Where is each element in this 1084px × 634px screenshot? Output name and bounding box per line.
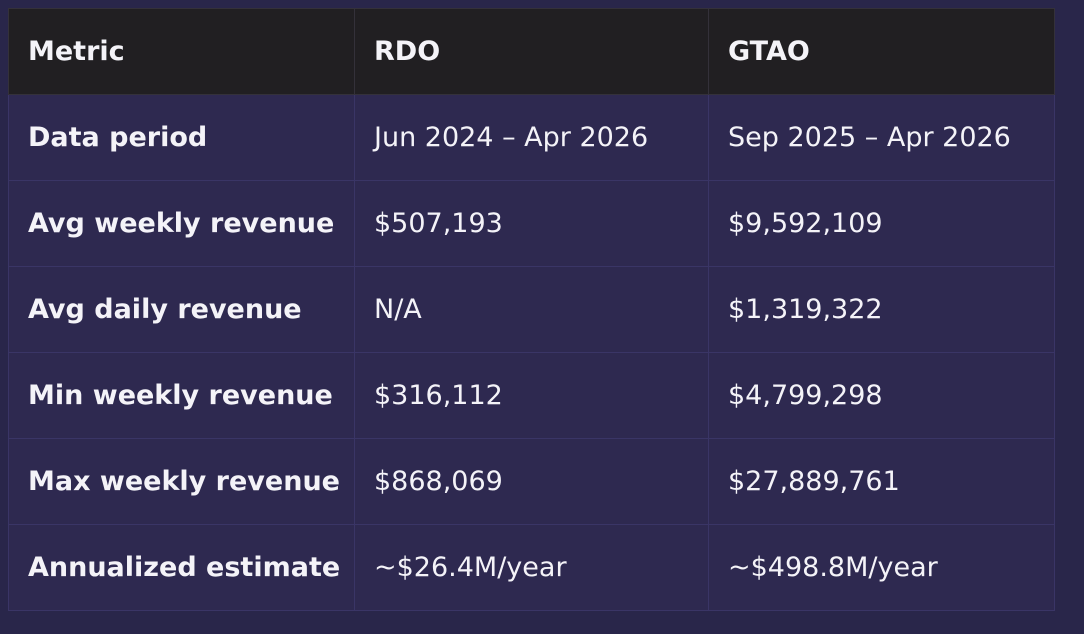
table-cell: N/A (354, 266, 709, 353)
table-cell: $4,799,298 (708, 352, 1055, 439)
header-cell: Metric (8, 8, 355, 95)
row-label: Max weekly revenue (8, 438, 355, 525)
header-row: Metric RDO GTAO (8, 8, 1055, 95)
header-cell: GTAO (708, 8, 1055, 95)
table-cell: $868,069 (354, 438, 709, 525)
comparison-table: Metric RDO GTAO Data period Jun 2024 – Apr … (8, 8, 1055, 611)
table-cell: Jun 2024 – Apr 2026 (354, 94, 709, 181)
table-header: Metric RDO GTAO (8, 8, 1055, 95)
table-row: Min weekly revenue $316,112 $4,799,298 (8, 352, 1055, 439)
row-label: Annualized estimate (8, 524, 355, 611)
table-cell: $507,193 (354, 180, 709, 267)
table-row: Annualized estimate ~$26.4M/year ~$498.8M/… (8, 524, 1055, 611)
row-label: Data period (8, 94, 355, 181)
table-body: Data period Jun 2024 – Apr 2026 Sep 2025 –… (8, 94, 1055, 611)
table-cell: $316,112 (354, 352, 709, 439)
table-row: Avg daily revenue N/A $1,319,322 (8, 266, 1055, 353)
row-label: Min weekly revenue (8, 352, 355, 439)
header-cell: RDO (354, 8, 709, 95)
table-row: Max weekly revenue $868,069 $27,889,761 (8, 438, 1055, 525)
table-cell: $9,592,109 (708, 180, 1055, 267)
table-cell: Sep 2025 – Apr 2026 (708, 94, 1055, 181)
table-container: Metric RDO GTAO Data period Jun 2024 – Apr … (8, 8, 1055, 611)
table-row: Avg weekly revenue $507,193 $9,592,109 (8, 180, 1055, 267)
table-cell: $27,889,761 (708, 438, 1055, 525)
table-row: Data period Jun 2024 – Apr 2026 Sep 2025 –… (8, 94, 1055, 181)
table-cell: $1,319,322 (708, 266, 1055, 353)
table-cell: ~$26.4M/year (354, 524, 709, 611)
row-label: Avg weekly revenue (8, 180, 355, 267)
table-cell: ~$498.8M/year (708, 524, 1055, 611)
row-label: Avg daily revenue (8, 266, 355, 353)
